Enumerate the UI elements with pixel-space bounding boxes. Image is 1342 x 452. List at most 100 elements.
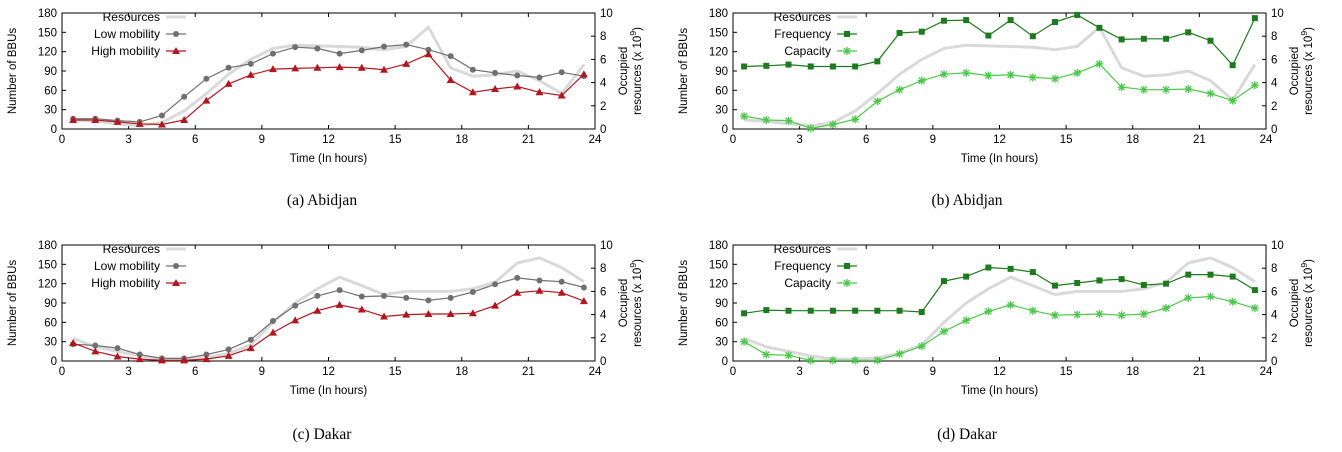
y2-tick-label: 10 <box>1271 240 1284 252</box>
data-point <box>579 70 588 78</box>
data-point <box>1073 310 1082 319</box>
data-point <box>829 307 836 314</box>
data-point <box>69 115 78 123</box>
data-point <box>895 85 904 94</box>
data-point <box>514 72 521 79</box>
data-point <box>91 115 100 123</box>
x-tick-label: 21 <box>522 134 535 146</box>
x-tick-label: 15 <box>389 134 402 146</box>
y-tick-label: 180 <box>38 8 57 20</box>
series-line <box>744 266 1256 314</box>
y-tick-label: 180 <box>38 240 57 252</box>
data-point <box>1163 280 1170 287</box>
data-point <box>558 69 565 76</box>
data-point <box>113 117 122 125</box>
data-point <box>180 356 189 364</box>
data-point <box>1051 311 1060 320</box>
data-point <box>1251 287 1258 294</box>
x-axis-label: Time (In hours) <box>290 385 368 397</box>
data-point <box>202 355 211 363</box>
chart-panel-d: 0 3 6 9 12 15 18 21 24 0 30 60 90 120 150 180 0 2 4 6 8 10 Tim… <box>671 232 1342 414</box>
series-triangle <box>69 286 588 364</box>
data-point <box>69 338 78 346</box>
x-tick-label: 24 <box>1260 366 1273 378</box>
data-point <box>203 75 210 82</box>
data-point <box>358 293 365 300</box>
data-point <box>828 120 837 129</box>
data-point <box>762 350 771 359</box>
legend-label: Low mobility <box>94 259 160 273</box>
data-point <box>135 119 144 127</box>
caption-d: (d) Dakar <box>937 426 997 443</box>
data-point <box>851 356 860 365</box>
data-point <box>1139 309 1148 318</box>
y-tick-label: 120 <box>38 47 57 59</box>
data-point <box>157 120 166 128</box>
y-tick-label: 90 <box>715 66 728 78</box>
data-point <box>1096 24 1103 31</box>
data-point <box>446 309 455 317</box>
legend: Resources Frequency Capacity <box>774 10 857 58</box>
data-point <box>268 65 277 73</box>
data-point <box>447 294 454 301</box>
y2-tick-label: 6 <box>1271 54 1277 66</box>
data-point <box>535 286 544 294</box>
data-point <box>1029 33 1036 40</box>
data-point <box>403 41 410 48</box>
data-point <box>1095 59 1104 68</box>
data-point <box>313 306 322 314</box>
series-resources <box>743 256 1256 361</box>
data-point <box>1074 11 1081 18</box>
data-point <box>1006 70 1015 79</box>
x-tick-label: 12 <box>993 134 1006 146</box>
data-point <box>357 305 366 313</box>
x-tick-label: 9 <box>259 134 265 146</box>
x-axis-label: Time (In hours) <box>961 385 1039 397</box>
data-point <box>224 79 233 87</box>
data-point <box>873 356 882 365</box>
data-point <box>1207 37 1214 44</box>
data-point <box>940 278 947 285</box>
data-point <box>874 307 881 314</box>
y-tick-label: 150 <box>709 27 728 39</box>
data-point <box>806 124 815 133</box>
data-point <box>762 115 771 124</box>
y2-tick-label: 8 <box>1271 263 1277 275</box>
data-point <box>873 97 882 106</box>
data-point <box>1117 311 1126 320</box>
data-point <box>314 45 321 52</box>
x-tick-label: 3 <box>796 134 802 146</box>
legend-marker <box>844 31 850 37</box>
y2-tick-label: 2 <box>600 101 606 113</box>
y-tick-label: 120 <box>709 279 728 291</box>
y2-tick-label: 6 <box>600 286 606 298</box>
data-point <box>1163 35 1170 42</box>
data-point <box>402 310 411 318</box>
series-square <box>741 11 1258 70</box>
data-point <box>917 342 926 351</box>
y2-tick-label: 2 <box>600 333 606 345</box>
data-point <box>225 64 232 71</box>
y-tick-label: 150 <box>709 259 728 271</box>
data-point <box>314 292 321 299</box>
data-point <box>336 50 343 57</box>
y-tick-label: 0 <box>51 356 57 368</box>
data-point <box>424 50 433 58</box>
caption-c: (c) Dakar <box>292 426 352 443</box>
data-point <box>985 264 992 271</box>
data-point <box>1028 73 1037 82</box>
data-point <box>1140 281 1147 288</box>
data-point <box>269 50 276 57</box>
data-point <box>247 60 254 67</box>
y2-axis-label-line2: resources (x 109) <box>1299 259 1315 347</box>
data-point <box>557 91 566 99</box>
y-tick-label: 60 <box>715 317 728 329</box>
data-point <box>829 63 836 70</box>
y2-tick-label: 8 <box>1271 31 1277 43</box>
data-point <box>1007 17 1014 24</box>
data-point <box>1118 36 1125 43</box>
data-point <box>513 82 522 90</box>
y-axis-label: Number of BBUs <box>678 28 690 115</box>
x-tick-label: 18 <box>1126 366 1139 378</box>
x-tick-label: 9 <box>930 134 936 146</box>
